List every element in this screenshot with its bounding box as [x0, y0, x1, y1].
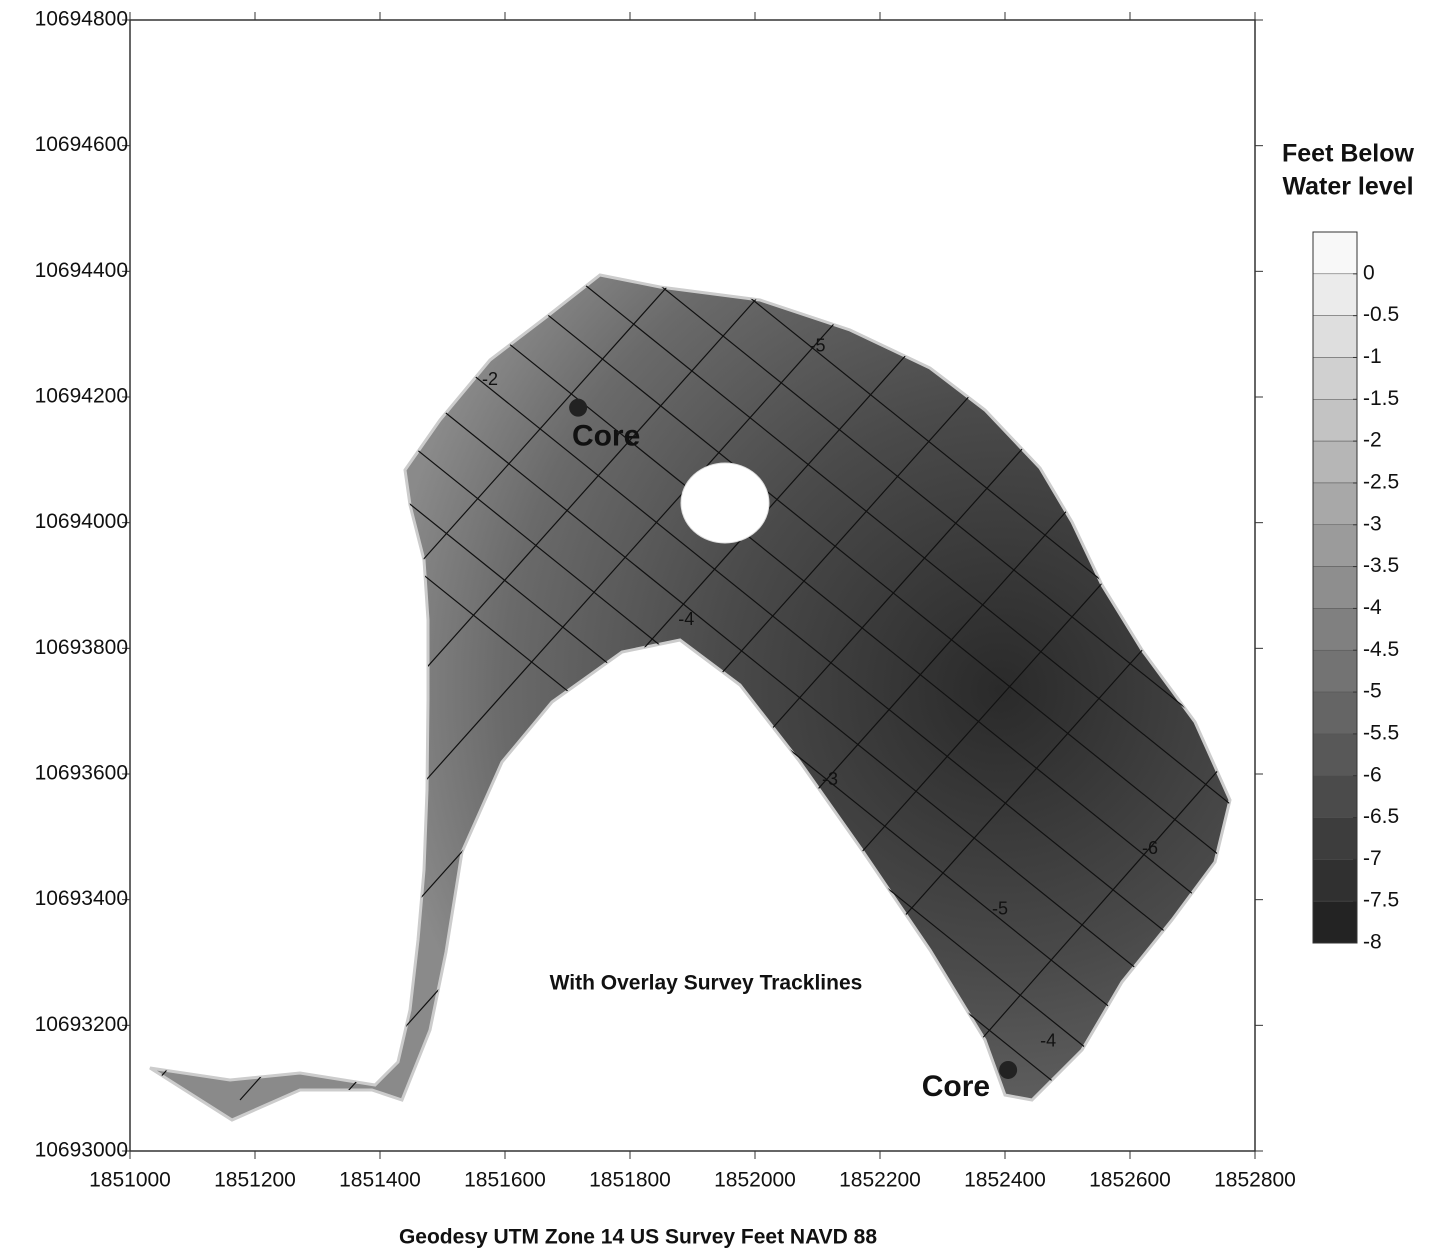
colorbar-band	[1312, 817, 1358, 860]
colorbar-band	[1312, 691, 1358, 735]
colorbar-tick-label: 0	[1363, 261, 1375, 284]
colorbar-tick-label: -1	[1363, 345, 1382, 368]
x-axis-label: Geodesy UTM Zone 14 US Survey Feet NAVD …	[399, 1226, 877, 1249]
contour-label: -5	[992, 898, 1008, 918]
colorbar-band	[1312, 859, 1358, 902]
colorbar-band	[1312, 231, 1358, 275]
colorbar-band	[1312, 524, 1358, 567]
y-tick-label: 10694200	[35, 385, 128, 408]
x-tick-label: 1851200	[214, 1169, 296, 1192]
colorbar-tick-label: -1.5	[1363, 387, 1399, 410]
colorbar-band	[1312, 440, 1358, 484]
colorbar-band	[1312, 733, 1358, 776]
colorbar-band	[1312, 273, 1358, 316]
colorbar-tick-label: -4.5	[1363, 638, 1399, 661]
colorbar-tick-label: -8	[1363, 931, 1382, 954]
colorbar-frame	[1312, 231, 1358, 944]
y-tick-label: 10693400	[35, 887, 128, 910]
plot-frame	[129, 19, 1256, 1152]
colorbar-band	[1312, 399, 1358, 442]
x-tick-label: 1852600	[1089, 1169, 1171, 1192]
x-tick-label: 1852200	[839, 1169, 921, 1192]
y-tick-label: 10693000	[35, 1139, 128, 1162]
x-tick-label: 1851600	[464, 1169, 546, 1192]
colorbar-band	[1312, 649, 1358, 693]
contour-label: -4	[1040, 1030, 1056, 1050]
colorbar-tick-label: -7.5	[1363, 889, 1399, 912]
y-tick-label: 10693800	[35, 636, 128, 659]
core-label: Core	[922, 1070, 990, 1103]
y-tick-label: 10694800	[35, 8, 128, 31]
x-tick-label: 1851400	[339, 1169, 421, 1192]
colorbar-tick-label: -3.5	[1363, 554, 1399, 577]
colorbar-tick-label: -2.5	[1363, 470, 1399, 493]
x-tick-label: 1852800	[1214, 1169, 1296, 1192]
colorbar-tick-label: -4	[1363, 596, 1382, 619]
colorbar-title: Feet Below	[1282, 140, 1415, 168]
colorbar-tick-label: -3	[1363, 512, 1382, 535]
annotation: With Overlay Survey Tracklines	[550, 972, 863, 995]
colorbar-tick-label: -6.5	[1363, 805, 1399, 828]
colorbar-band	[1312, 775, 1358, 818]
y-tick-label: 10694000	[35, 510, 128, 533]
colorbar-tick-label: -6	[1363, 763, 1382, 786]
core-label: Core	[572, 420, 640, 453]
contour-label: -2	[482, 369, 498, 389]
core-point	[999, 1060, 1018, 1079]
y-tick-label: 10694600	[35, 133, 128, 156]
contour-label: -3	[822, 769, 838, 789]
colorbar-tick-label: -5	[1363, 680, 1382, 703]
contour-label: -5	[809, 335, 825, 355]
island	[680, 462, 770, 544]
colorbar-tick-label: -7	[1363, 847, 1382, 870]
colorbar-tick-label: -2	[1363, 429, 1382, 452]
colorbar-tick-label: -0.5	[1363, 303, 1399, 326]
x-tick-label: 1852400	[964, 1169, 1046, 1192]
x-tick-label: 1851800	[589, 1169, 671, 1192]
colorbar-band	[1312, 357, 1358, 400]
colorbar-band	[1312, 608, 1358, 651]
y-tick-label: 10694400	[35, 259, 128, 282]
colorbar-band	[1312, 900, 1358, 944]
colorbar-band	[1312, 315, 1358, 358]
core-point	[569, 398, 588, 417]
colorbar-band	[1312, 566, 1358, 609]
y-tick-label: 10693200	[35, 1013, 128, 1036]
contour-label: -6	[1142, 838, 1158, 858]
colorbar-tick-label: -5.5	[1363, 721, 1399, 744]
colorbar-band	[1312, 482, 1358, 526]
contour-label: -4	[678, 609, 694, 629]
x-tick-label: 1852000	[714, 1169, 796, 1192]
x-tick-label: 1851000	[89, 1169, 171, 1192]
colorbar-title: Water level	[1282, 173, 1413, 201]
y-tick-label: 10693600	[35, 762, 128, 785]
